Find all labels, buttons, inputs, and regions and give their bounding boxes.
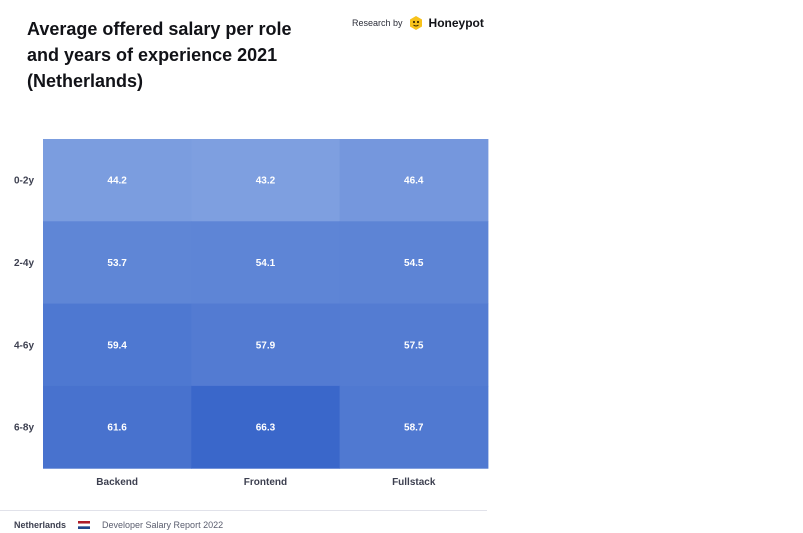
cell-value-label: 44.2 (107, 176, 127, 187)
cell-value-label: 61.6 (107, 423, 127, 434)
y-tick-label: 4-6y (14, 340, 34, 351)
cell-value-label: 46.4 (404, 176, 424, 187)
footer-report: Developer Salary Report 2022 (102, 520, 224, 530)
heatmap-cell (43, 385, 192, 469)
heatmap-cell (43, 139, 192, 222)
heatmap-cell (191, 385, 341, 469)
cell-value-label: 57.9 (256, 340, 276, 351)
footer-country: Netherlands (14, 520, 67, 530)
heatmap-cell (339, 139, 489, 222)
brand-prefix: Research by (352, 18, 403, 28)
cell-value-label: 59.4 (107, 340, 127, 351)
heatmap-cell (191, 139, 341, 222)
honeypot-logo-icon (409, 16, 422, 30)
footer: Netherlands Developer Salary Report 2022 (14, 518, 223, 532)
heatmap-cell (43, 221, 192, 305)
heatmap-cell (339, 385, 489, 469)
cell-value-label: 66.3 (256, 423, 276, 434)
y-tick-label: 2-4y (14, 258, 34, 269)
netherlands-flag-icon (78, 521, 91, 529)
chart-title: Average offered salary per role and year… (27, 19, 292, 91)
brand-name: Honeypot (428, 16, 484, 30)
footer-divider (0, 510, 487, 511)
x-tick-label: Fullstack (392, 477, 436, 488)
heatmap-cell (339, 303, 489, 387)
cell-value-label: 54.1 (256, 258, 276, 269)
x-tick-label: Backend (96, 477, 138, 488)
cell-value-label: 57.5 (404, 340, 424, 351)
brand[interactable]: Research by Honeypot (352, 14, 484, 32)
cell-value-label: 58.7 (404, 423, 424, 434)
heatmap-cell (43, 303, 192, 387)
heatmap-cell (339, 221, 489, 305)
x-tick-label: Frontend (244, 477, 287, 488)
cell-value-label: 53.7 (107, 258, 127, 269)
cell-value-label: 54.5 (404, 258, 424, 269)
heatmap-cell (191, 303, 341, 387)
heatmap-cell (191, 221, 341, 305)
y-tick-label: 6-8y (14, 423, 34, 434)
cell-value-label: 43.2 (256, 176, 276, 187)
y-tick-label: 0-2y (14, 176, 34, 187)
